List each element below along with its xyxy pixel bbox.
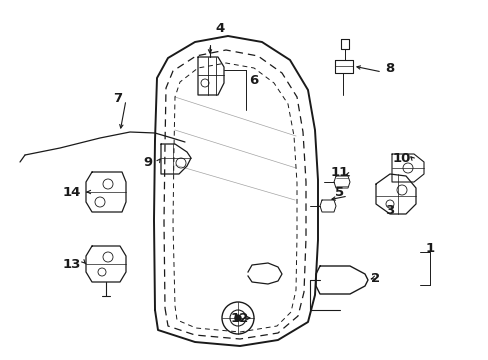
Text: 11: 11 <box>330 166 348 179</box>
Text: 14: 14 <box>62 185 81 198</box>
Text: 3: 3 <box>385 203 394 216</box>
Text: 8: 8 <box>385 62 394 75</box>
Text: 9: 9 <box>143 156 152 168</box>
Circle shape <box>235 315 241 321</box>
Text: 5: 5 <box>335 185 344 198</box>
Text: 6: 6 <box>249 73 258 86</box>
Text: 1: 1 <box>425 242 434 255</box>
Text: 12: 12 <box>230 311 248 324</box>
Text: 4: 4 <box>215 22 224 35</box>
Text: 10: 10 <box>392 152 410 165</box>
Text: 2: 2 <box>371 271 380 284</box>
Text: 7: 7 <box>113 91 122 104</box>
Text: 13: 13 <box>62 257 81 270</box>
